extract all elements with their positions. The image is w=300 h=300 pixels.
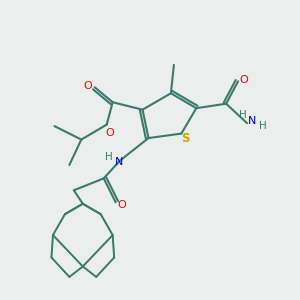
Text: H: H <box>239 110 246 120</box>
Text: O: O <box>84 80 93 91</box>
Text: O: O <box>239 74 248 85</box>
Text: N: N <box>115 157 123 167</box>
Text: S: S <box>181 133 189 146</box>
Text: H: H <box>259 121 266 131</box>
Text: O: O <box>105 128 114 138</box>
Text: H: H <box>105 152 113 163</box>
Text: N: N <box>248 116 256 126</box>
Text: O: O <box>117 200 126 210</box>
